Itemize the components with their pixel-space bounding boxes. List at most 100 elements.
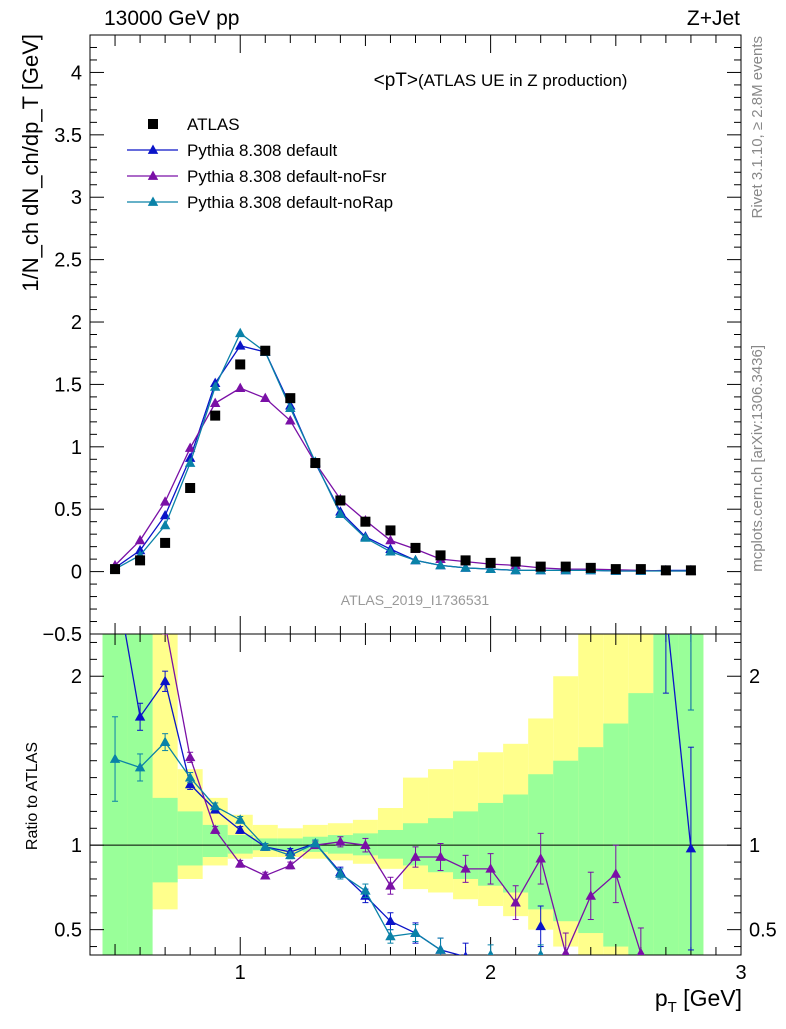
ratio-point-1 — [535, 853, 546, 863]
x-axis-label: pT [GeV] — [655, 985, 742, 1016]
ratio-point-1 — [410, 851, 421, 861]
y-axis-label: 1/N_ch dN_ch/dp_T [GeV] — [18, 34, 43, 292]
legend-marker-0 — [147, 144, 159, 154]
plot-title: <pT> — [374, 70, 418, 91]
y-tick-label: 3 — [71, 187, 82, 209]
data-point — [560, 561, 571, 572]
y-tick-label: −0.5 — [43, 624, 82, 646]
ratio-point-2 — [260, 841, 271, 851]
ratio-point-2 — [686, 603, 696, 612]
ratio-band-inner — [553, 760, 579, 922]
ratio-point-1 — [561, 947, 570, 955]
ratio-point-0 — [159, 675, 171, 686]
series-point-2 — [209, 381, 221, 391]
series-point-1 — [385, 534, 396, 545]
ratio-point-1 — [110, 502, 120, 511]
ratio-point-2 — [285, 849, 296, 860]
y-tick-label: 2.5 — [54, 250, 82, 272]
data-point — [235, 359, 246, 370]
data-point — [635, 564, 646, 575]
ratio-tick-label: 0.5 — [54, 920, 82, 942]
legend-marker-2 — [147, 196, 159, 206]
series-point-2 — [510, 564, 521, 575]
ratio-bands — [102, 634, 704, 955]
ratio-point-1 — [510, 897, 521, 907]
ratio-tick-label-right: 1 — [749, 835, 760, 857]
ratio-series-layer — [109, 502, 697, 955]
data-point — [510, 556, 521, 567]
legend-marker-1 — [147, 170, 159, 180]
series-line-1 — [114, 387, 691, 572]
ratio-point-0 — [235, 824, 246, 834]
series-point-2 — [410, 554, 421, 565]
data-point — [435, 550, 446, 561]
ratio-point-1 — [460, 863, 471, 873]
y-tick-label: 1.5 — [54, 374, 82, 396]
data-point — [610, 564, 621, 575]
ratio-point-2 — [537, 949, 544, 955]
ratio-point-1 — [585, 890, 596, 900]
series-point-2 — [335, 508, 346, 519]
series-point-1 — [285, 415, 296, 425]
ratio-point-0 — [535, 920, 546, 931]
y-tick-label: 2 — [71, 312, 82, 334]
series-point-1 — [235, 382, 246, 393]
ratio-band-inner — [152, 797, 178, 883]
ratio-band-inner — [628, 693, 654, 955]
data-point — [110, 564, 121, 575]
data-point — [135, 555, 146, 566]
data-point — [260, 345, 271, 356]
series-line-0 — [114, 344, 691, 572]
series-point-1 — [184, 442, 196, 452]
data-point — [485, 557, 496, 568]
ratio-point-0 — [184, 778, 196, 789]
ratio-point-1 — [610, 868, 622, 878]
data-point — [335, 495, 346, 506]
series-point-2 — [485, 563, 496, 573]
beam-label: 13000 GeV pp — [104, 7, 239, 30]
ratio-point-2 — [134, 761, 146, 772]
ratio-band-inner — [503, 794, 529, 893]
series-point-2 — [460, 562, 471, 572]
data-point — [685, 565, 696, 576]
series-point-1 — [159, 496, 171, 506]
series-point-1 — [209, 397, 221, 407]
ratio-point-1 — [636, 947, 645, 955]
series-point-1 — [134, 534, 146, 545]
ratio-point-2 — [410, 927, 421, 937]
data-point — [535, 561, 546, 572]
series-point-0 — [159, 509, 171, 520]
x-tick-label: 2 — [485, 962, 496, 984]
ratio-tick-label: 2 — [71, 666, 82, 688]
y-tick-label: 0 — [71, 562, 82, 584]
data-point — [460, 555, 471, 566]
ratio-point-2 — [335, 868, 346, 878]
ratio-point-0 — [463, 951, 468, 955]
ratio-point-1 — [686, 603, 696, 612]
data-point — [185, 482, 196, 493]
ratio-point-2 — [487, 949, 494, 955]
ratio-band-inner — [277, 838, 303, 851]
ratio-point-1 — [235, 858, 246, 868]
ratio-point-2 — [209, 800, 221, 811]
data-point — [385, 525, 396, 536]
ratio-point-2 — [109, 753, 121, 763]
ratio-point-1 — [385, 880, 396, 890]
ratio-point-2 — [360, 885, 371, 895]
ratio-line-2 — [114, 741, 441, 951]
series-point-2 — [159, 519, 171, 530]
ratio-band-inner — [603, 723, 629, 947]
ratio-point-1 — [335, 836, 346, 846]
ratio-band-inner — [177, 811, 203, 866]
series-point-2 — [360, 532, 371, 542]
ratio-point-0 — [685, 843, 697, 853]
legend-label-2: Pythia 8.308 default-noRap — [187, 193, 393, 212]
ratio-point-2 — [184, 772, 196, 782]
x-tick-label: 1 — [235, 962, 246, 984]
series-point-2 — [285, 402, 296, 412]
ratio-band-inner — [127, 634, 153, 955]
data-point — [310, 458, 321, 469]
ratio-point-1 — [485, 863, 496, 873]
ratio-point-1 — [184, 751, 196, 762]
